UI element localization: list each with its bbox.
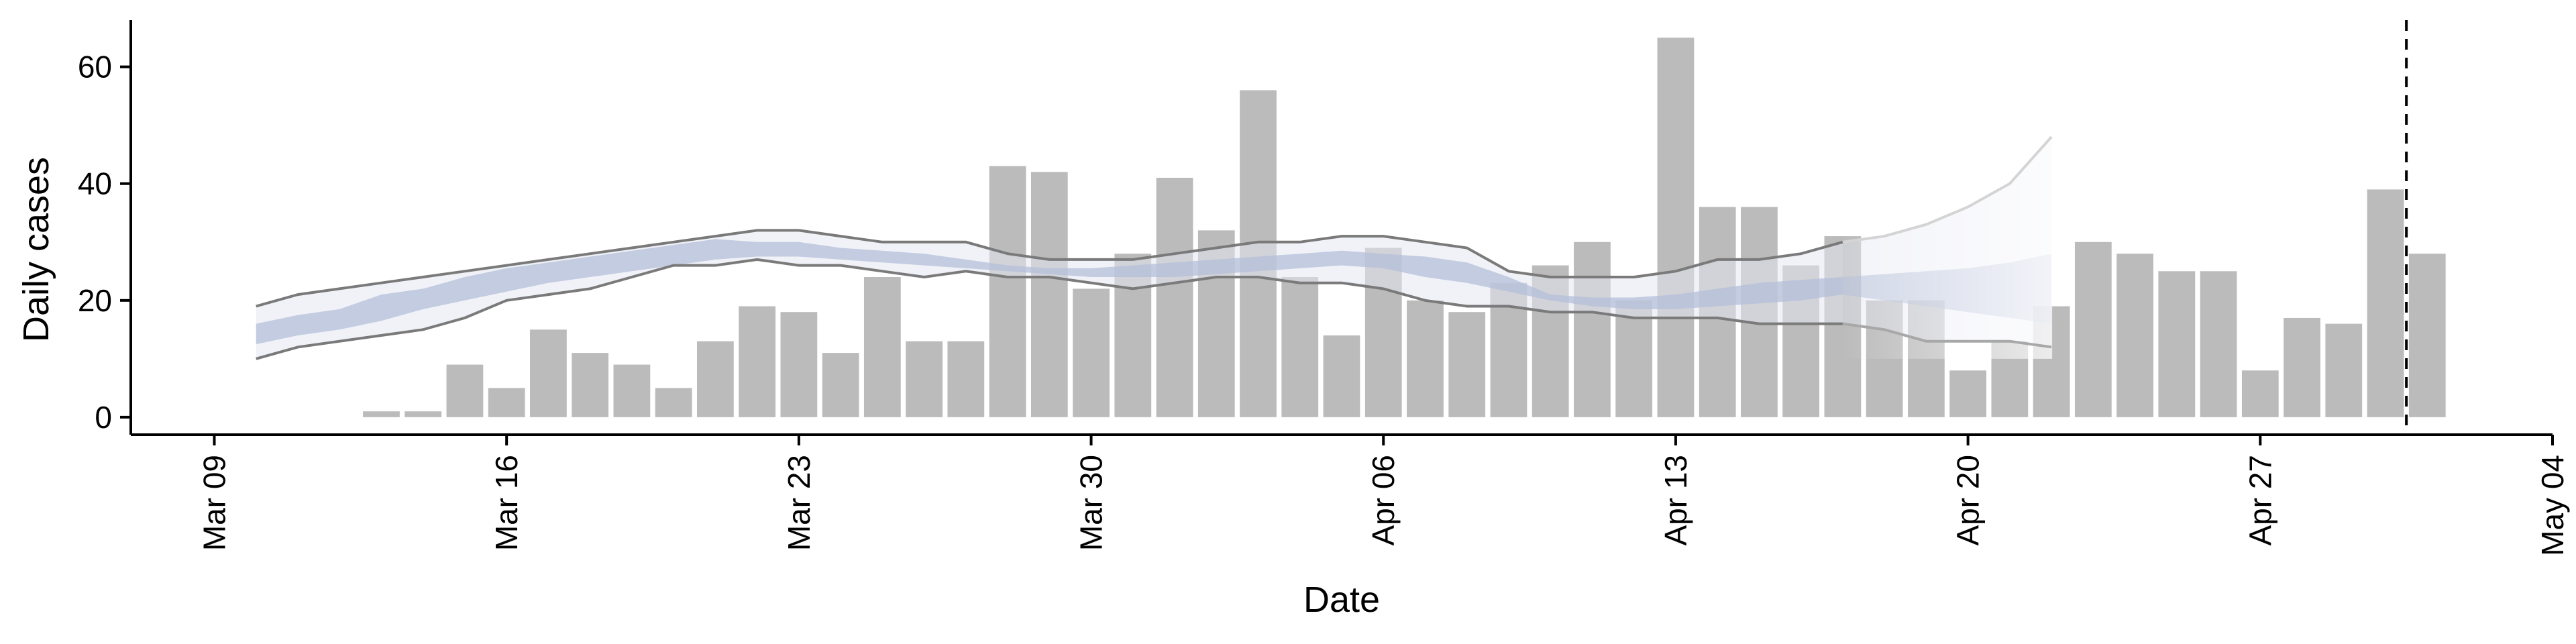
case-bar [780,312,818,417]
case-bar [363,411,400,417]
x-tick-label: Apr 20 [1951,455,1986,546]
case-bar [1574,241,1611,417]
case-bars [363,38,2446,417]
x-tick-label: Apr 27 [2243,455,2277,546]
projection-lower-line [1842,322,2052,349]
x-tick-label: Apr 13 [1658,455,1693,546]
y-axis-title: Daily cases [16,157,56,342]
upper-bound-line [256,229,1843,308]
estimate-bands [256,20,2408,435]
case-bar [822,353,859,417]
case-bar [947,341,985,417]
x-tick-label: May 04 [2535,455,2570,556]
x-tick-label: Mar 30 [1074,455,1109,551]
case-bar [696,341,734,417]
case-bar [2158,271,2196,417]
lower-bound-line [256,258,1843,360]
case-bar [2074,241,2112,417]
case-bar [2200,271,2237,417]
case-bar [1407,300,1444,417]
case-bar [488,388,525,417]
case-bar [655,388,692,417]
case-bar [2284,317,2320,417]
x-tick-label: Apr 06 [1366,455,1401,546]
case-bar [1448,312,1486,417]
axes: 0 20 40 60 Mar 09 Mar 16 Mar 23 Mar 30 Apr 06 Apr… [78,20,2570,556]
x-tick-label: Mar 09 [197,455,232,551]
case-bar [863,276,901,417]
case-bar [2367,189,2404,417]
case-bar [1156,178,1193,417]
x-tick-label: Mar 23 [782,455,816,551]
x-axis-title: Date [1303,580,1380,620]
case-bar [1073,288,1110,417]
case-bar [2325,323,2363,417]
case-bar [1323,335,1360,417]
y-tick-label: 40 [78,166,112,201]
x-tick-label: Mar 16 [489,455,524,551]
case-bar [530,329,567,417]
case-bar [1281,276,1319,417]
case-bar [2408,254,2446,417]
y-tick-label: 20 [78,283,112,318]
case-bar [572,353,609,417]
y-tick-label: 60 [78,50,112,85]
case-bar [405,411,442,417]
case-bar [906,341,943,417]
projection-upper-line [1842,136,2053,244]
case-bar [1657,38,1695,417]
projection-fade [1842,125,2053,359]
case-bar [2241,370,2279,417]
inner-interval-band [256,239,1843,345]
case-bar [739,306,776,417]
case-bar [1949,370,1987,417]
case-bar [613,364,651,417]
case-bar [2116,254,2153,417]
case-bar [446,364,484,417]
case-bar [989,166,1026,417]
case-bar [1615,300,1653,417]
case-bar [1030,172,1068,417]
y-tick-label: 0 [95,400,112,435]
